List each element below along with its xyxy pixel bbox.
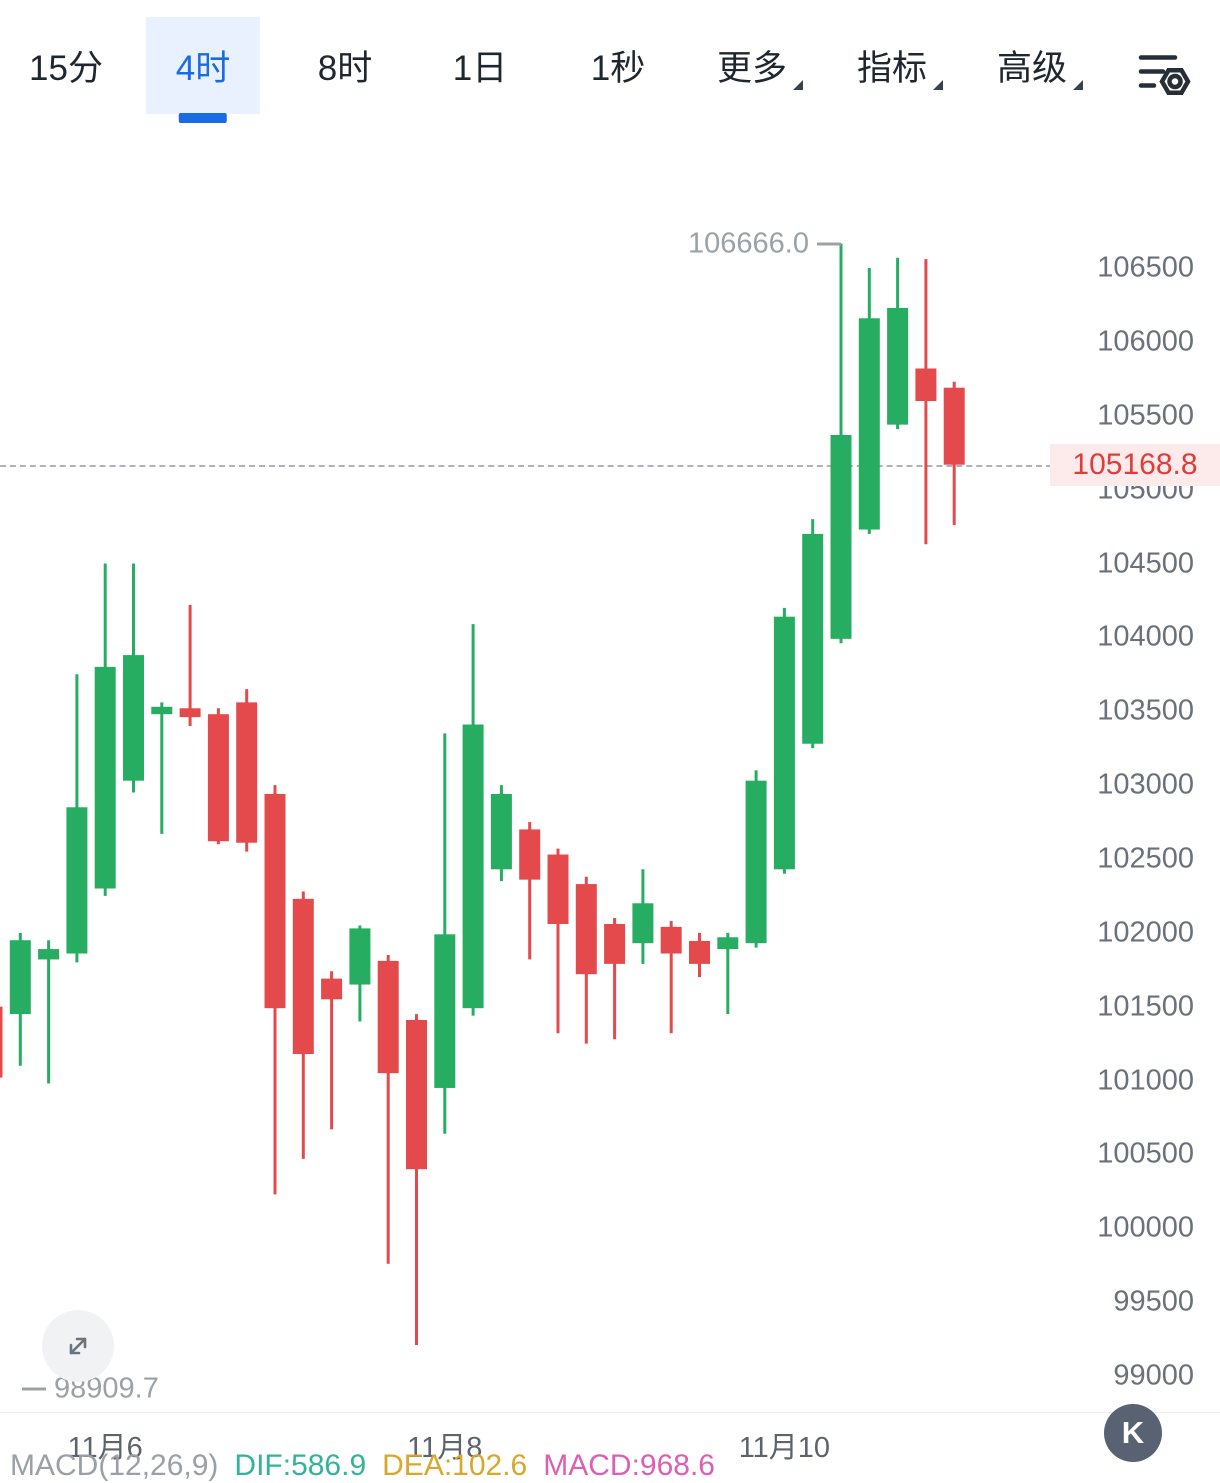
price-axis-tick: 102500 <box>1097 842 1194 875</box>
candle-body <box>123 655 144 781</box>
indicator-value-label: DIF:586.9 <box>234 1449 367 1482</box>
price-axis-tick: 106000 <box>1097 325 1194 358</box>
high-marker: 106666.0 <box>688 227 841 260</box>
tab-1sec-label: 1秒 <box>590 49 646 88</box>
candle-body <box>604 923 626 964</box>
menu-advanced-button[interactable]: 高级 <box>967 17 1113 114</box>
price-axis-tick: 106500 <box>1097 251 1194 284</box>
indicator-value-label: DEA:102.6 <box>382 1449 528 1482</box>
time-axis-divider <box>0 1412 1220 1413</box>
candle-body <box>802 533 824 744</box>
candle-body <box>9 940 31 1015</box>
tab-1sec[interactable]: 1秒 <box>561 17 675 114</box>
indicator-value-label: MACD:968.6 <box>543 1449 715 1482</box>
candle-body <box>207 714 229 842</box>
price-axis-tick: 104000 <box>1097 620 1194 653</box>
tab-1day-label: 1日 <box>452 49 508 88</box>
candle-body <box>321 978 343 1000</box>
tab-1day[interactable]: 1日 <box>423 17 537 114</box>
candle-body <box>519 829 541 880</box>
candle-body <box>717 937 739 950</box>
price-axis-tick: 101500 <box>1097 990 1194 1023</box>
low-marker-dash-icon <box>22 1387 46 1391</box>
candle-body <box>151 706 173 715</box>
price-axis-tick: 99000 <box>1113 1359 1194 1392</box>
indicator-value-label: MACD(12,26,9) <box>10 1449 219 1482</box>
candle-body <box>0 1006 3 1078</box>
kline-toggle-label: K <box>1121 1415 1145 1450</box>
price-axis-tick: 100500 <box>1097 1137 1194 1170</box>
current-price-line <box>0 464 1052 467</box>
candle-body <box>689 940 710 964</box>
current-price-badge: 105168.8 <box>1050 443 1220 486</box>
candle-series <box>0 243 965 1346</box>
timeframe-tabbar: 15分 4时 8时 1日 1秒 更多 指标 高级 <box>0 0 1220 130</box>
candle-body <box>830 434 852 639</box>
candle-body <box>547 854 569 924</box>
price-axis-tick: 100000 <box>1097 1211 1194 1244</box>
candle-body <box>179 708 201 718</box>
price-axis-tick: 102000 <box>1097 916 1194 949</box>
candle-body <box>264 793 286 1009</box>
candle-body <box>943 387 965 465</box>
candle-body <box>632 903 654 944</box>
candle-body <box>575 884 597 975</box>
menu-indicators-button[interactable]: 指标 <box>827 17 973 114</box>
chart-settings-icon <box>1138 55 1191 96</box>
expand-arrows-icon <box>69 1337 87 1355</box>
tab-15min-label: 15分 <box>29 49 103 88</box>
time-axis-label: 11月8 <box>407 1432 483 1464</box>
candle-body <box>66 807 88 954</box>
dropdown-caret-icon <box>1073 80 1084 90</box>
high-marker-dash-icon <box>817 242 841 245</box>
candle-body <box>915 368 937 401</box>
price-axis-tick: 103500 <box>1097 694 1194 727</box>
menu-indicators-label: 指标 <box>856 49 928 88</box>
tab-8hour-label: 8时 <box>317 49 373 88</box>
candle-body <box>887 307 909 425</box>
macd-indicator-row: MACD(12,26,9) DIF:586.9 DEA:102.6 MACD:968.… <box>10 1449 715 1483</box>
menu-advanced-label: 高级 <box>996 49 1068 88</box>
price-axis-tick: 104500 <box>1097 547 1194 579</box>
candle-body <box>236 702 258 843</box>
candle-body <box>377 960 399 1074</box>
candle-body <box>434 934 456 1088</box>
time-axis-label: 11月6 <box>67 1432 143 1464</box>
candlestick-chart[interactable] <box>0 130 1220 1420</box>
tab-4hour[interactable]: 4时 <box>145 17 261 114</box>
candle-body <box>462 724 484 1009</box>
high-marker-label: 106666.0 <box>688 227 809 259</box>
price-axis-tick: 103000 <box>1097 768 1194 801</box>
kline-toggle-button[interactable]: K <box>1104 1404 1162 1462</box>
candle-body <box>745 780 767 944</box>
tab-8hour[interactable]: 8时 <box>288 17 402 114</box>
time-axis-label: 11月10 <box>738 1432 831 1464</box>
chart-settings-button[interactable] <box>1138 49 1192 104</box>
candle-body <box>94 666 116 889</box>
menu-more-label: 更多 <box>716 49 788 88</box>
candle-body <box>858 318 880 530</box>
tab-15min[interactable]: 15分 <box>0 17 133 114</box>
tab-4hour-label: 4时 <box>175 49 231 88</box>
expand-chart-button[interactable] <box>42 1310 114 1382</box>
candle-body <box>349 928 371 985</box>
candle-body <box>660 926 682 954</box>
candle-body <box>292 898 314 1054</box>
menu-more-button[interactable]: 更多 <box>687 17 833 114</box>
price-axis-tick: 105500 <box>1097 399 1194 432</box>
price-axis-tick: 99500 <box>1113 1285 1194 1318</box>
candle-body <box>773 616 795 870</box>
dropdown-caret-icon <box>793 80 804 90</box>
candle-body <box>406 1019 427 1170</box>
candle-body <box>38 949 60 960</box>
price-axis-tick: 101000 <box>1097 1064 1194 1097</box>
candle-body <box>490 793 512 870</box>
dropdown-caret-icon <box>933 80 944 90</box>
